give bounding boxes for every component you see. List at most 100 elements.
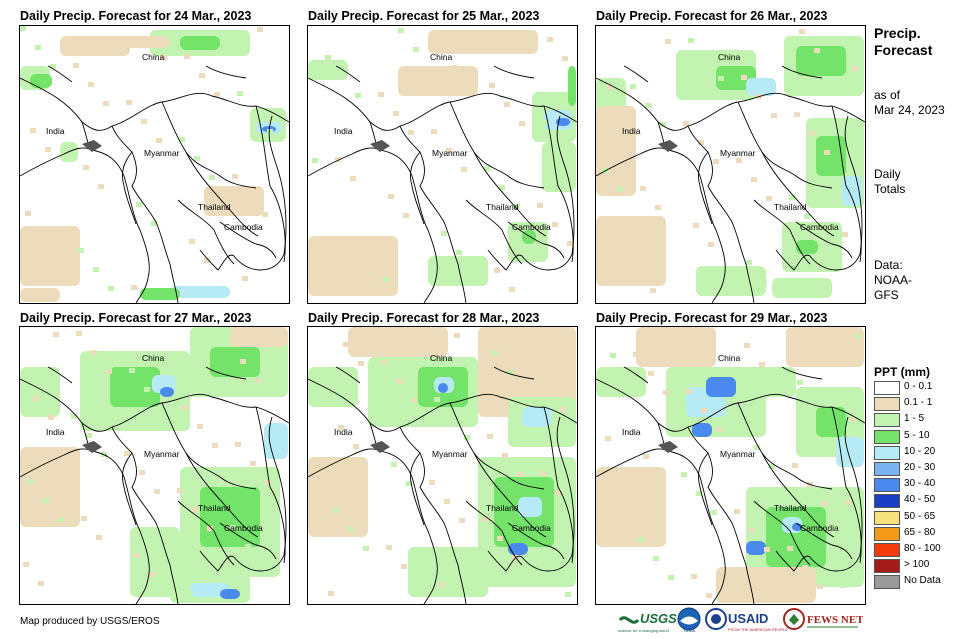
border-line [473, 151, 547, 237]
place-label-india: India [46, 126, 65, 136]
precip-area [518, 497, 542, 517]
precip-speckle [358, 361, 364, 366]
precip-area [408, 547, 488, 597]
place-label-myanmar: Myanmar [720, 449, 756, 459]
border-line [47, 65, 73, 83]
border-line [737, 101, 833, 189]
no-data-area [658, 441, 678, 453]
border-line [121, 151, 137, 225]
precip-area [308, 60, 348, 80]
precip-speckle [267, 129, 273, 134]
precip-speckle [212, 443, 218, 448]
precip-speckle [691, 574, 697, 579]
border-line [219, 221, 277, 259]
precip-speckle [852, 66, 858, 71]
precip-area [308, 236, 398, 296]
data-source-line2: GFS [874, 288, 899, 302]
border-line [111, 125, 171, 265]
precip-map [20, 26, 289, 303]
place-label-myanmar: Myanmar [432, 148, 468, 158]
precip-area [438, 383, 448, 393]
legend-label: 20 - 30 [904, 462, 936, 473]
precip-area [110, 367, 160, 407]
precip-speckle [235, 442, 241, 447]
place-label-china: China [718, 353, 741, 363]
precip-speckle [562, 56, 568, 61]
precip-speckle [706, 593, 712, 598]
border-line [556, 115, 575, 255]
asof-label: as of [874, 88, 901, 102]
precip-speckle [345, 259, 351, 264]
panel-title-5: Daily Precip. Forecast for 28 Mar., 2023 [308, 311, 540, 325]
map-panel-1: China India Myanmar Thailand Cambodia [19, 25, 290, 304]
precip-speckle [751, 177, 757, 182]
precip-speckle [537, 203, 543, 208]
precip-speckle [489, 83, 495, 88]
precip-speckle [23, 562, 29, 567]
precip-speckle [330, 240, 336, 245]
precip-speckle [262, 212, 268, 217]
border-line [543, 105, 574, 263]
place-label-cambodia: Cambodia [800, 523, 839, 533]
border-line [20, 77, 289, 131]
legend-label: 30 - 40 [904, 478, 936, 490]
precip-area [746, 541, 766, 555]
precip-area [130, 527, 180, 597]
legend-swatch [874, 397, 900, 412]
asof-date: Mar 24, 2023 [874, 103, 945, 117]
precip-area [636, 327, 716, 367]
precip-speckle [91, 350, 97, 355]
precip-speckle [429, 480, 435, 485]
precip-speckle [76, 331, 82, 336]
border-line [781, 65, 823, 79]
precip-speckle [53, 332, 59, 337]
precip-speckle [184, 54, 190, 59]
precip-speckle [804, 214, 810, 219]
precip-area [556, 118, 570, 126]
border-line [596, 448, 726, 604]
precip-speckle [350, 176, 356, 181]
border-line [255, 406, 286, 564]
precip-speckle [461, 167, 467, 172]
precip-speckle [824, 150, 830, 155]
precip-speckle [194, 156, 200, 161]
precip-speckle [643, 454, 649, 459]
precip-speckle [850, 417, 856, 422]
place-label-india: India [622, 126, 641, 136]
precip-speckle [454, 333, 460, 338]
precip-speckle [444, 499, 450, 504]
precip-speckle [797, 380, 803, 385]
precip-speckle [499, 185, 505, 190]
place-label-myanmar: Myanmar [144, 449, 180, 459]
precip-map [596, 29, 865, 303]
precip-speckle [108, 286, 114, 291]
precip-speckle [449, 416, 455, 421]
border-line [308, 147, 438, 303]
precip-area [568, 66, 576, 106]
precip-speckle [787, 546, 793, 551]
precip-speckle [214, 92, 220, 97]
precip-speckle [43, 498, 49, 503]
precip-speckle [605, 436, 611, 441]
precip-speckle [401, 564, 407, 569]
precip-speckle [557, 139, 563, 144]
precip-speckle [139, 470, 145, 475]
precip-speckle [189, 239, 195, 244]
border-line [268, 115, 287, 255]
precip-speckle [360, 278, 366, 283]
precip-speckle [466, 84, 472, 89]
border-line [20, 147, 150, 303]
legend-swatch [874, 413, 900, 428]
precip-area [308, 367, 358, 407]
border-line [831, 406, 862, 564]
precip-speckle [540, 471, 546, 476]
precip-speckle [845, 500, 851, 505]
precip-area [706, 377, 736, 397]
precip-speckle [502, 453, 508, 458]
border-line [781, 366, 823, 380]
legend-label: 65 - 80 [904, 526, 936, 538]
precip-speckle [635, 269, 641, 274]
precip-speckle [411, 398, 417, 403]
precip-speckle [547, 37, 553, 42]
precip-speckle [555, 490, 561, 495]
